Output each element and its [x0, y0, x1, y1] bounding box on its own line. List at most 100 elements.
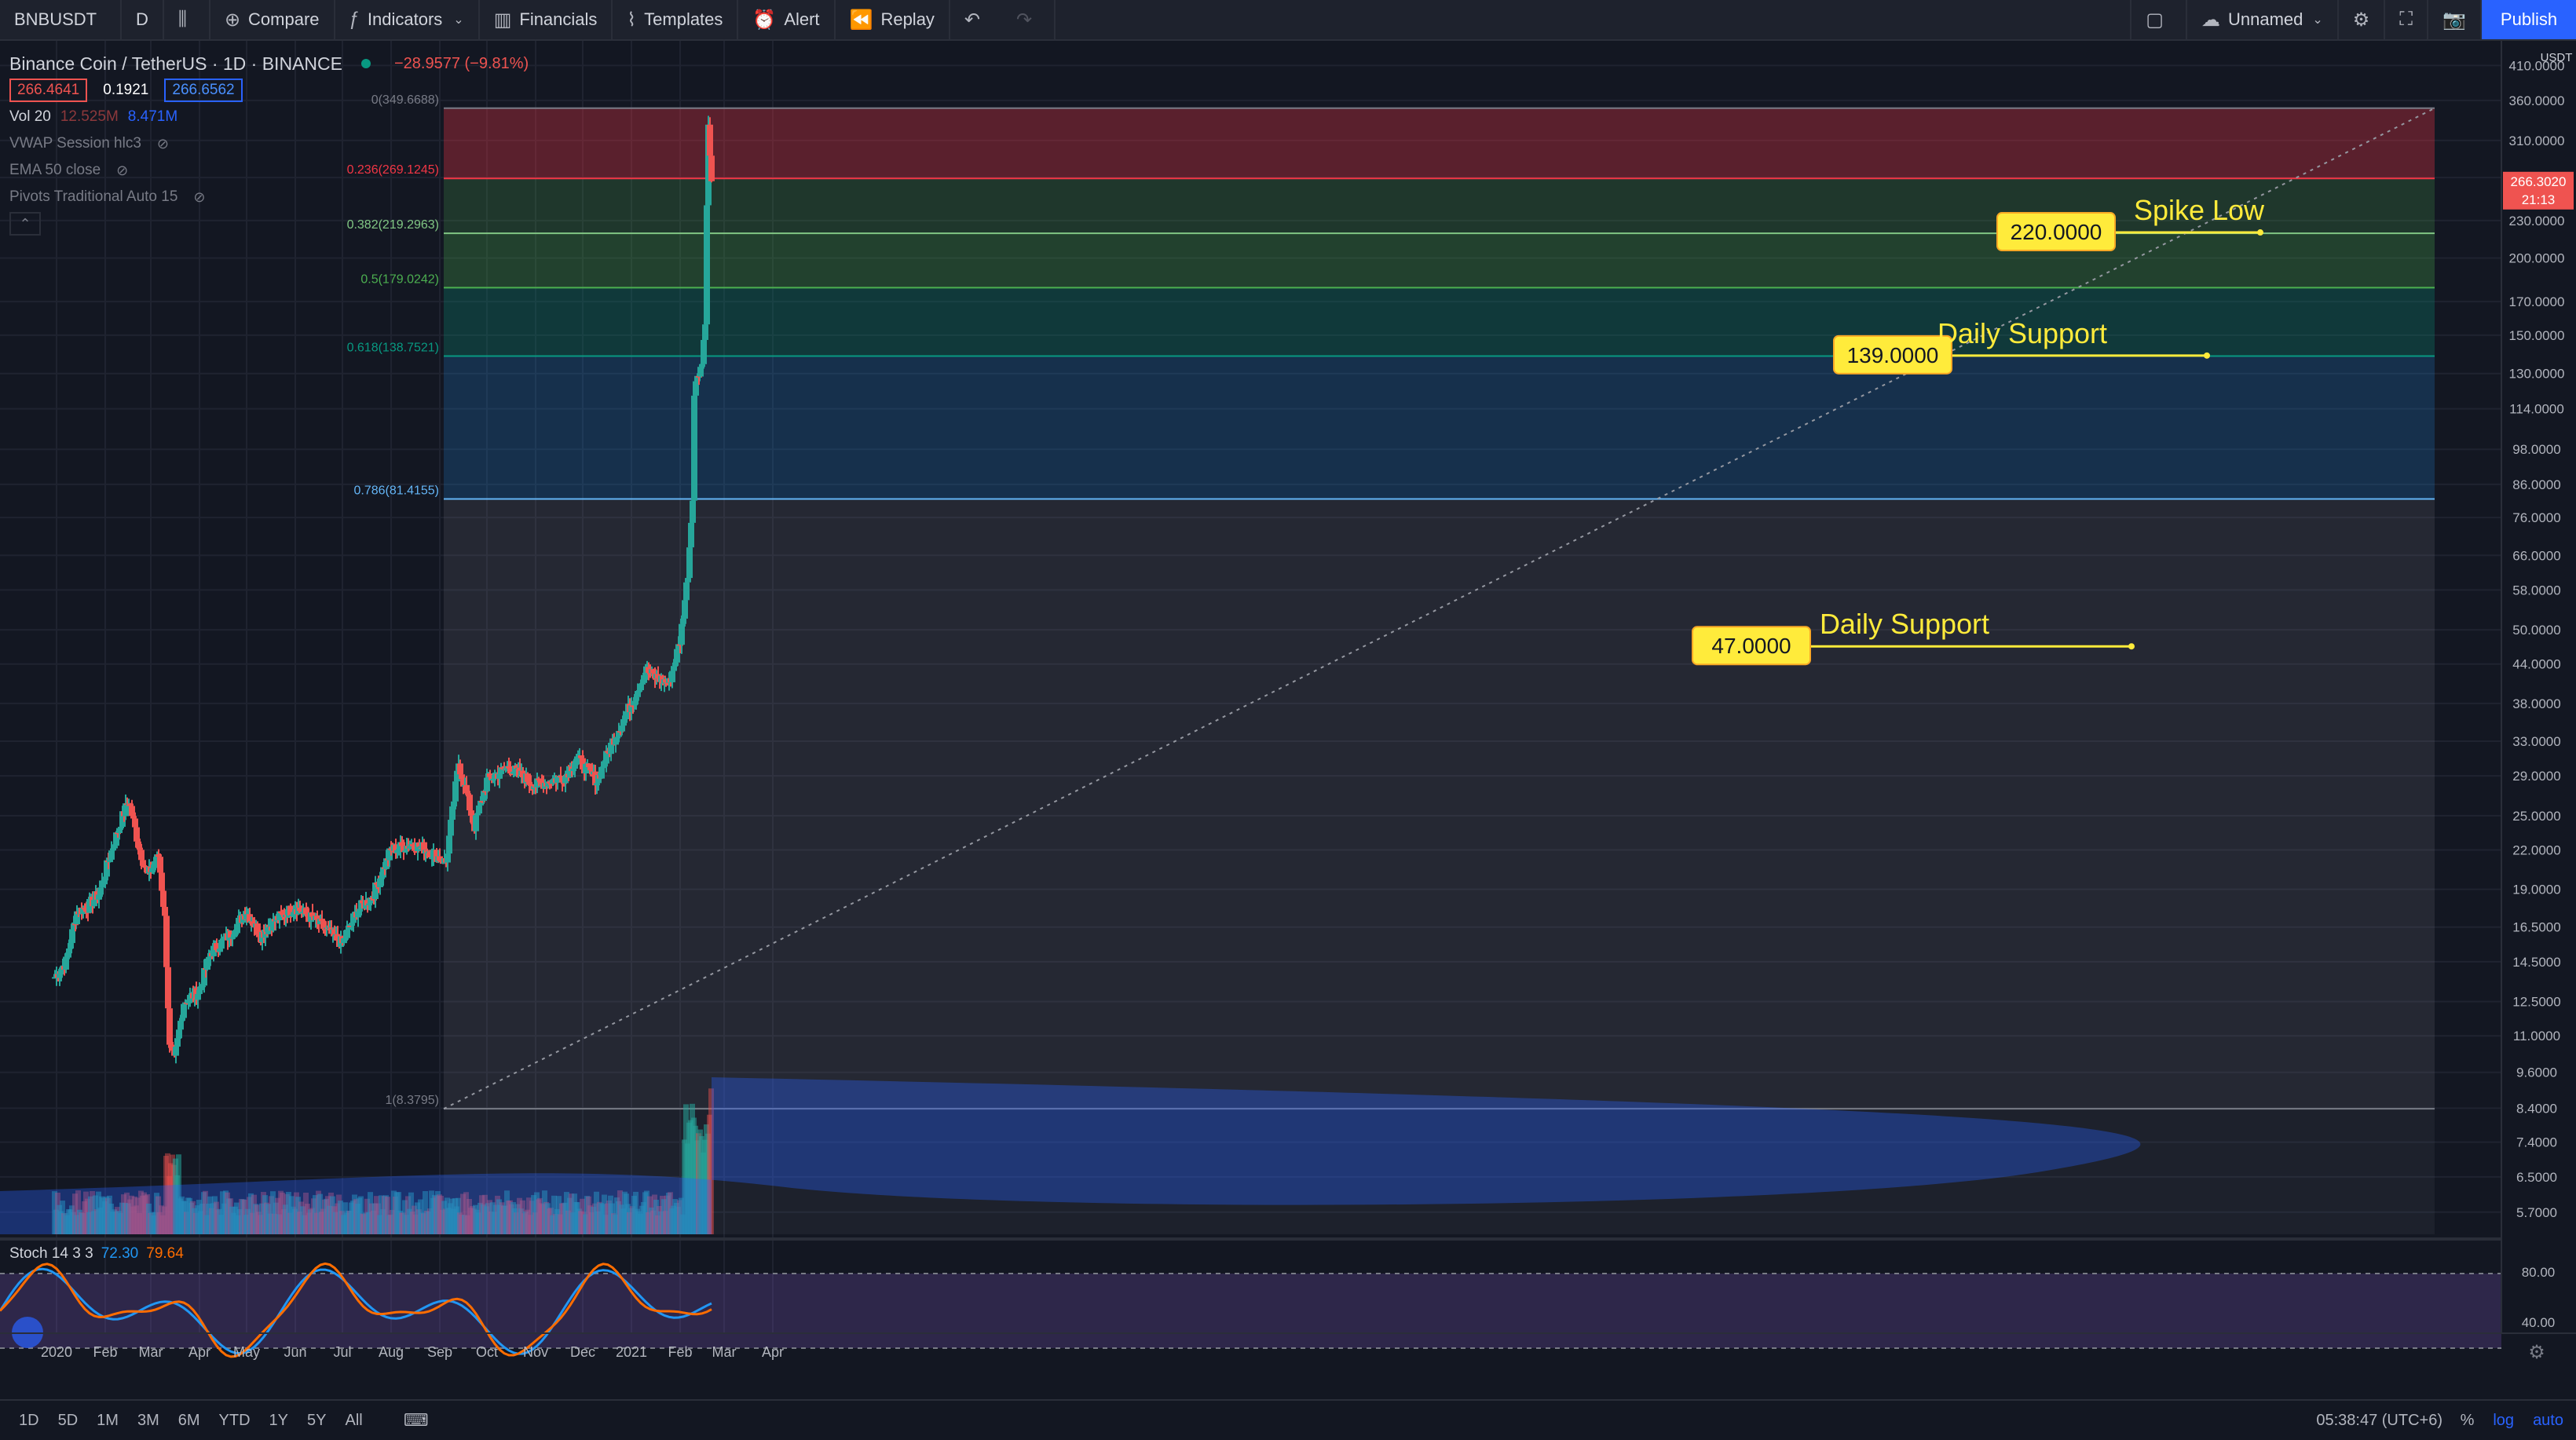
- goto-date-icon[interactable]: ⌨: [403, 1410, 429, 1430]
- fibonacci-retracement[interactable]: 0(349.6688) 0.236(269.1245) 0.382(219.2963…: [347, 93, 2435, 1234]
- candle-body: [198, 986, 204, 990]
- range-button-3m[interactable]: 3M: [137, 1411, 159, 1429]
- volume-bar: [460, 1193, 466, 1234]
- candle-body: [287, 905, 294, 916]
- range-button-1d[interactable]: 1D: [19, 1411, 39, 1429]
- volume-bar: [487, 1200, 492, 1234]
- indicator-row-ema[interactable]: EMA 50 close ⊘: [9, 157, 529, 184]
- range-button-5d[interactable]: 5D: [57, 1411, 79, 1429]
- volume-bar: [327, 1205, 332, 1234]
- volume-bar: [170, 1154, 175, 1234]
- candle-body: [101, 880, 107, 883]
- replay-button[interactable]: ⏪ Replay: [836, 0, 950, 39]
- volume-bar: [534, 1192, 540, 1234]
- candle-body: [138, 850, 145, 861]
- volume-bar: [404, 1215, 409, 1234]
- templates-button[interactable]: ⌇ Templates: [613, 0, 739, 39]
- volume-bar: [93, 1195, 98, 1234]
- volume-bar: [595, 1211, 601, 1234]
- candle-body: [478, 800, 484, 806]
- time-axis[interactable]: 2020 Feb Mar Apr May Jun Jul Aug Sep Oct Nov Dec 202…: [0, 1332, 2576, 1363]
- range-button-ytd[interactable]: YTD: [218, 1411, 251, 1429]
- range-button-5y[interactable]: 5Y: [307, 1411, 327, 1429]
- volume-bar: [74, 1215, 79, 1234]
- indicator-row-vwap[interactable]: VWAP Session hlc3 ⊘: [9, 130, 529, 157]
- bottom-toolbar: 1D 5D 1M 3M 6M YTD 1Y 5Y All ⌨ 05:38:47 (UTC+6) …: [0, 1399, 2576, 1440]
- volume-bar: [551, 1195, 557, 1234]
- fullscreen-button[interactable]: ⛶: [2385, 0, 2429, 39]
- candle-body: [468, 810, 474, 816]
- plus-circle-icon: ⊕: [224, 9, 241, 31]
- volume-bar: [644, 1190, 649, 1234]
- candle-body: [413, 850, 419, 853]
- layout-select-button[interactable]: ▢: [2130, 0, 2187, 39]
- candle-body: [74, 911, 80, 925]
- undo-button[interactable]: ↶: [950, 0, 1002, 39]
- candle-body: [487, 773, 493, 777]
- auto-scale-button[interactable]: auto: [2533, 1411, 2563, 1429]
- range-button-1y[interactable]: 1Y: [269, 1411, 289, 1429]
- spread-value: 0.1921: [103, 82, 149, 98]
- price-tick-label: 114.0000: [2509, 402, 2564, 417]
- candle-body: [624, 712, 630, 716]
- volume-bar: [415, 1202, 420, 1234]
- publish-button[interactable]: Publish: [2482, 0, 2576, 39]
- volume-bar: [512, 1208, 518, 1234]
- candle-body: [548, 783, 554, 785]
- eye-hidden-icon[interactable]: ⊘: [116, 162, 129, 178]
- candle-body: [250, 921, 256, 926]
- indicators-button[interactable]: ƒ Indicators ⌄: [335, 0, 480, 39]
- volume-legend-label: Vol 20: [9, 108, 51, 125]
- interval-button[interactable]: D: [122, 0, 164, 39]
- log-scale-button[interactable]: log: [2493, 1411, 2515, 1429]
- settings-button[interactable]: ⚙: [2339, 0, 2386, 39]
- time-tick-label: May: [233, 1344, 260, 1360]
- candle-body: [206, 956, 212, 959]
- annotation-dot: [2128, 643, 2135, 650]
- candle-body: [558, 775, 564, 778]
- eye-hidden-icon[interactable]: ⊘: [193, 188, 206, 205]
- alert-button[interactable]: ⏰ Alert: [738, 0, 836, 39]
- compare-button[interactable]: ⊕ Compare: [210, 0, 335, 39]
- candle-body: [163, 916, 170, 967]
- fib-trend-line[interactable]: [443, 107, 2435, 1110]
- volume-bar: [146, 1203, 152, 1234]
- redo-button[interactable]: ↷: [1002, 0, 1056, 39]
- chart-style-button[interactable]: ⫼: [164, 0, 210, 39]
- price-tick-label: 29.0000: [2512, 769, 2560, 784]
- price-chart[interactable]: 0(349.6688) 0.236(269.1245) 0.382(219.2963…: [0, 41, 2576, 1368]
- candle-body: [377, 878, 383, 887]
- collapse-legend-button[interactable]: ⌃: [9, 212, 41, 236]
- candle-body: [639, 682, 646, 685]
- volume-bar: [71, 1212, 76, 1234]
- volume-bar: [470, 1206, 475, 1234]
- candle-body: [341, 937, 347, 944]
- candle-body: [57, 974, 63, 978]
- eye-hidden-icon[interactable]: ⊘: [156, 135, 170, 152]
- layout-name-button[interactable]: ☁ Unnamed ⌄: [2187, 0, 2339, 39]
- candle-body: [118, 826, 124, 828]
- candle-body: [218, 939, 225, 949]
- candle-body: [71, 923, 77, 930]
- range-button-all[interactable]: All: [345, 1411, 363, 1429]
- financials-button[interactable]: ▥ Financials: [480, 0, 613, 39]
- indicator-row-pivots[interactable]: Pivots Traditional Auto 15 ⊘: [9, 184, 529, 210]
- percent-scale-button[interactable]: %: [2460, 1411, 2475, 1429]
- volume-bar: [259, 1203, 265, 1234]
- price-axis[interactable]: USDT410.0000360.0000310.0000270.0000230.…: [2501, 41, 2576, 1333]
- ask-price[interactable]: 266.6562: [164, 79, 243, 102]
- time-tick-label: Sep: [427, 1344, 452, 1360]
- candle-body: [561, 782, 567, 784]
- snapshot-button[interactable]: 📷: [2428, 0, 2482, 39]
- volume-bar: [53, 1209, 59, 1234]
- range-button-6m[interactable]: 6M: [177, 1411, 200, 1429]
- volume-bar: [314, 1212, 320, 1234]
- symbol-search[interactable]: BNBUSDT: [0, 0, 122, 39]
- price-tick-label: 130.0000: [2509, 367, 2565, 382]
- range-button-1m[interactable]: 1M: [97, 1411, 119, 1429]
- candle-body: [484, 777, 490, 791]
- bid-price[interactable]: 266.4641: [9, 79, 88, 102]
- candle-body: [688, 522, 694, 548]
- volume-bar: [694, 1140, 700, 1234]
